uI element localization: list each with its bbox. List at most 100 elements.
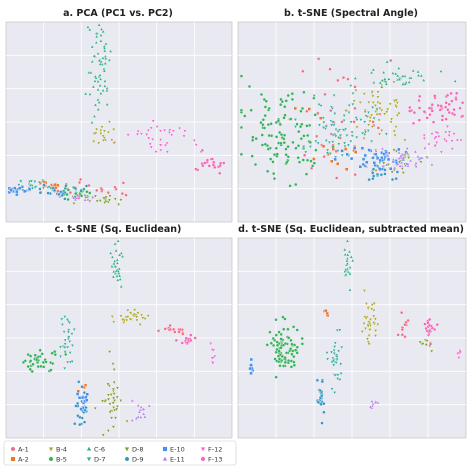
data-point (333, 157, 337, 162)
data-point (439, 104, 443, 108)
data-point (108, 251, 113, 255)
data-point (113, 271, 118, 275)
data-point (63, 338, 68, 343)
data-point (271, 336, 275, 341)
data-point (99, 59, 103, 64)
data-point (414, 161, 418, 165)
data-point (62, 346, 67, 350)
data-point (93, 74, 98, 78)
data-point (279, 346, 283, 350)
data-point (368, 404, 373, 409)
data-point (338, 134, 343, 138)
data-point (63, 342, 68, 347)
data-point (21, 360, 26, 365)
data-point (343, 147, 348, 151)
data-point (94, 40, 99, 44)
data-point (112, 399, 117, 403)
data-point (151, 119, 156, 124)
data-point (417, 98, 421, 103)
data-point (42, 365, 46, 369)
data-point (100, 125, 105, 130)
data-point (348, 287, 352, 292)
data-point (376, 90, 380, 95)
data-point (104, 200, 108, 204)
data-point (324, 124, 329, 129)
data-point (77, 194, 82, 198)
data-point (275, 340, 279, 344)
data-point (115, 405, 120, 409)
data-point (421, 78, 426, 82)
data-point (398, 163, 403, 168)
data-point (300, 342, 305, 346)
data-point (316, 400, 320, 404)
data-point (96, 107, 101, 111)
data-point (147, 403, 152, 408)
data-point (194, 167, 198, 171)
data-point (369, 139, 374, 144)
data-point (65, 345, 70, 350)
data-point (307, 107, 311, 111)
data-point (27, 187, 32, 191)
data-point (264, 99, 268, 103)
data-point (375, 156, 380, 161)
data-point (384, 81, 389, 86)
panel-a-title: a. PCA (PC1 vs. PC2) (63, 8, 173, 19)
data-point (416, 69, 421, 74)
data-point (9, 188, 13, 193)
data-point (243, 114, 247, 118)
data-point (29, 179, 34, 184)
data-point (121, 318, 126, 322)
data-point (284, 147, 288, 151)
data-point (379, 173, 383, 177)
data-point (59, 317, 64, 322)
data-point (110, 254, 115, 259)
data-point (390, 71, 395, 75)
data-point (112, 380, 117, 385)
data-point (53, 182, 57, 187)
data-point (378, 158, 382, 163)
data-point (289, 117, 293, 121)
data-point (350, 258, 355, 263)
data-point (26, 352, 30, 357)
data-point (33, 185, 38, 189)
data-point (422, 137, 427, 141)
data-point (88, 70, 93, 75)
data-point (330, 159, 334, 163)
data-point (15, 189, 19, 194)
data-point (101, 88, 106, 92)
data-point (386, 157, 391, 162)
data-point (390, 170, 395, 175)
data-point (168, 323, 172, 328)
data-point (84, 395, 88, 400)
data-point (42, 183, 46, 187)
data-point (201, 164, 205, 168)
data-point (367, 334, 372, 338)
data-point (450, 147, 455, 151)
data-point (292, 363, 297, 367)
data-point (136, 403, 141, 407)
data-point (428, 342, 433, 346)
data-point (352, 146, 357, 150)
data-point (375, 95, 380, 100)
data-point (336, 349, 341, 354)
data-point (107, 57, 112, 62)
data-point (26, 364, 30, 369)
data-point (425, 116, 429, 120)
data-point (79, 407, 83, 411)
data-point (424, 343, 429, 347)
data-point (38, 348, 42, 352)
data-point (430, 132, 434, 136)
data-point (396, 112, 401, 116)
data-point (427, 329, 432, 333)
data-point (112, 259, 117, 263)
data-point (335, 373, 340, 378)
data-point (353, 106, 357, 111)
data-point (182, 129, 187, 134)
data-point (93, 194, 98, 199)
data-point (325, 351, 329, 355)
data-point (344, 272, 349, 276)
data-point (46, 191, 50, 195)
data-point (103, 399, 108, 403)
data-point (340, 120, 344, 124)
legend-marker (162, 455, 168, 461)
